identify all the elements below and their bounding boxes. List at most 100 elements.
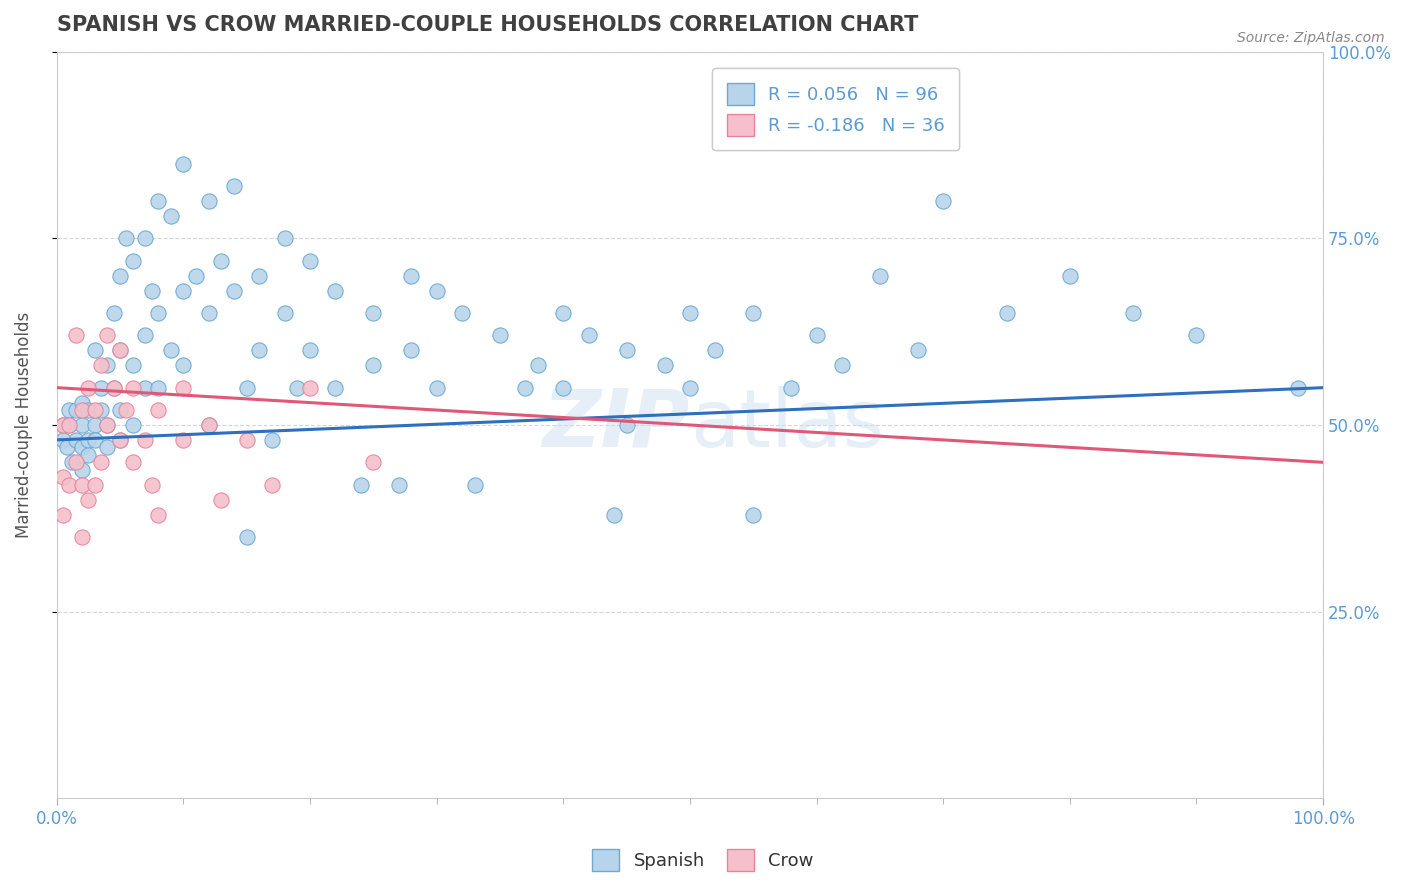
Text: Source: ZipAtlas.com: Source: ZipAtlas.com xyxy=(1237,31,1385,45)
Point xyxy=(273,306,295,320)
Point xyxy=(65,403,87,417)
Point xyxy=(121,455,143,469)
Point xyxy=(77,448,100,462)
Point xyxy=(184,268,207,283)
Point xyxy=(103,381,125,395)
Point xyxy=(141,284,163,298)
Point xyxy=(209,492,232,507)
Point xyxy=(65,328,87,343)
Point xyxy=(90,359,112,373)
Point xyxy=(654,359,676,373)
Point xyxy=(58,403,80,417)
Point xyxy=(273,231,295,245)
Point xyxy=(399,343,422,358)
Point xyxy=(995,306,1018,320)
Point xyxy=(464,477,486,491)
Point xyxy=(323,284,346,298)
Point xyxy=(578,328,600,343)
Point xyxy=(222,179,245,194)
Point xyxy=(285,381,308,395)
Point xyxy=(742,306,765,320)
Point xyxy=(172,433,194,447)
Point xyxy=(159,343,181,358)
Point xyxy=(1286,381,1309,395)
Point xyxy=(121,381,143,395)
Point xyxy=(108,403,131,417)
Point xyxy=(260,477,283,491)
Point xyxy=(298,253,321,268)
Point xyxy=(298,381,321,395)
Point xyxy=(146,403,169,417)
Point xyxy=(70,463,93,477)
Point xyxy=(1122,306,1144,320)
Text: ZIP: ZIP xyxy=(543,386,690,464)
Point xyxy=(96,417,118,432)
Point xyxy=(209,253,232,268)
Point xyxy=(58,417,80,432)
Point xyxy=(70,477,93,491)
Legend: Spanish, Crow: Spanish, Crow xyxy=(585,842,821,879)
Point xyxy=(172,359,194,373)
Point xyxy=(489,328,512,343)
Point xyxy=(235,530,257,544)
Point xyxy=(831,359,853,373)
Point xyxy=(197,417,219,432)
Point xyxy=(108,343,131,358)
Point xyxy=(65,433,87,447)
Point xyxy=(349,477,371,491)
Point xyxy=(77,433,100,447)
Point xyxy=(679,306,702,320)
Point xyxy=(399,268,422,283)
Point xyxy=(70,395,93,409)
Point xyxy=(83,343,105,358)
Point xyxy=(90,403,112,417)
Point xyxy=(172,284,194,298)
Point xyxy=(679,381,702,395)
Point xyxy=(70,417,93,432)
Point xyxy=(65,455,87,469)
Point xyxy=(52,417,75,432)
Point xyxy=(108,433,131,447)
Point xyxy=(222,284,245,298)
Point xyxy=(83,433,105,447)
Point xyxy=(115,403,138,417)
Point xyxy=(77,381,100,395)
Point xyxy=(603,508,626,522)
Point xyxy=(323,381,346,395)
Point xyxy=(83,403,105,417)
Point xyxy=(146,381,169,395)
Text: SPANISH VS CROW MARRIED-COUPLE HOUSEHOLDS CORRELATION CHART: SPANISH VS CROW MARRIED-COUPLE HOUSEHOLD… xyxy=(56,15,918,35)
Point xyxy=(451,306,474,320)
Point xyxy=(52,470,75,484)
Point xyxy=(616,417,638,432)
Point xyxy=(70,403,93,417)
Point xyxy=(235,433,257,447)
Point xyxy=(146,306,169,320)
Point xyxy=(108,268,131,283)
Legend: R = 0.056   N = 96, R = -0.186   N = 36: R = 0.056 N = 96, R = -0.186 N = 36 xyxy=(713,69,959,150)
Point xyxy=(197,306,219,320)
Point xyxy=(426,284,449,298)
Point xyxy=(907,343,929,358)
Point xyxy=(108,343,131,358)
Point xyxy=(932,194,955,208)
Point xyxy=(58,477,80,491)
Point xyxy=(90,455,112,469)
Point xyxy=(247,343,270,358)
Point xyxy=(616,343,638,358)
Point xyxy=(96,417,118,432)
Point xyxy=(527,359,550,373)
Point xyxy=(52,417,75,432)
Point xyxy=(172,157,194,171)
Point xyxy=(134,433,156,447)
Point xyxy=(96,359,118,373)
Point xyxy=(553,306,575,320)
Point xyxy=(1185,328,1208,343)
Point xyxy=(298,343,321,358)
Point xyxy=(58,417,80,432)
Point xyxy=(141,477,163,491)
Point xyxy=(121,359,143,373)
Point xyxy=(146,508,169,522)
Point xyxy=(121,417,143,432)
Point xyxy=(108,433,131,447)
